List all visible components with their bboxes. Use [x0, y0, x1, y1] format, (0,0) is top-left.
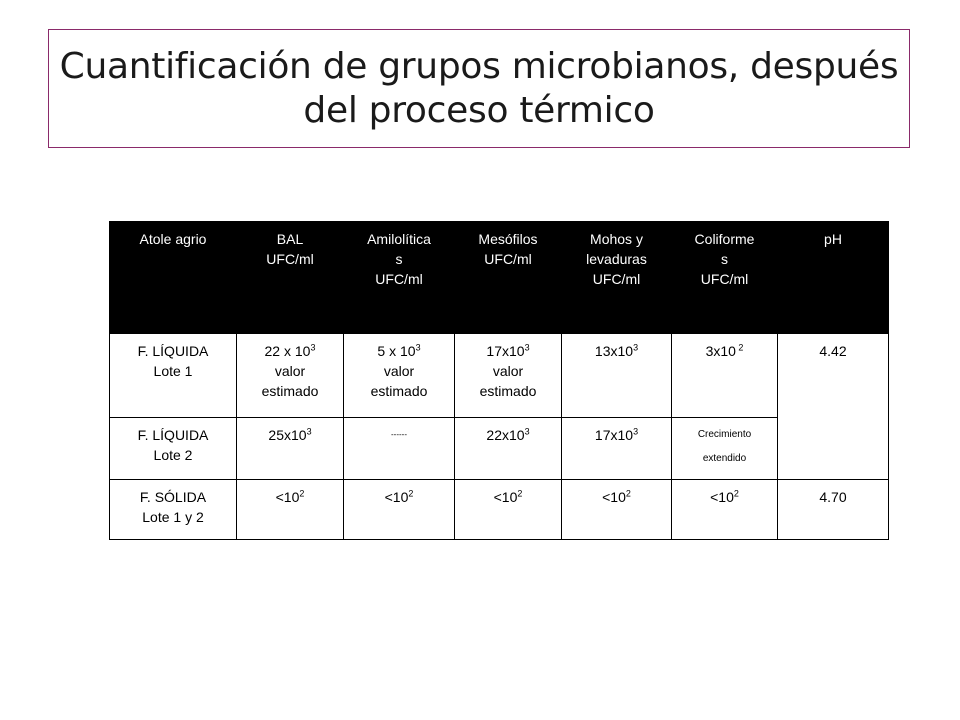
value-text: <10 — [384, 489, 409, 505]
exponent: 2 — [517, 488, 523, 499]
header-text: BAL — [276, 231, 304, 247]
exponent: 3 — [524, 426, 530, 437]
value-text: 5 x 10 — [377, 343, 416, 359]
exponent: 2 — [735, 342, 744, 353]
exponent: 3 — [524, 342, 530, 353]
note-text: estimado — [479, 383, 537, 399]
header-text: Amilolítica — [367, 231, 431, 247]
header-row: Atole agrio BAL UFC/ml Amilolítica s UFC… — [109, 221, 889, 334]
exponent: 3 — [633, 426, 639, 437]
header-text: s — [395, 251, 403, 267]
row-label-cell: F. LÍQUIDA Lote 1 — [109, 333, 237, 418]
note-text: valor — [383, 363, 415, 379]
exponent: 3 — [633, 342, 639, 353]
header-text: UFC/ml — [266, 251, 314, 267]
value-text: 22x10 — [486, 427, 525, 443]
exponent: 3 — [310, 342, 316, 353]
exponent: 2 — [408, 488, 414, 499]
exponent: 2 — [299, 488, 305, 499]
cell-bal: 22 x 103 valor estimado — [236, 333, 344, 418]
header-text: UFC/ml — [592, 271, 641, 287]
value-text: <10 — [602, 489, 626, 505]
header-text: Coliforme — [694, 231, 755, 247]
row-label-cell: F. LÍQUIDA Lote 2 — [109, 417, 237, 480]
cell-amiloliticas: 5 x 103 valor estimado — [343, 333, 455, 418]
title-line-1: Cuantificación de grupos microbianos, de… — [59, 45, 899, 87]
header-text: pH — [824, 231, 842, 247]
header-amiloliticas: Amilolítica s UFC/ml — [343, 221, 455, 334]
cell-bal: <102 — [236, 479, 344, 540]
cell-amiloliticas: <102 — [343, 479, 455, 540]
value-text: extendido — [702, 453, 747, 464]
value-text: 3x10 — [705, 343, 736, 359]
header-ph: pH — [777, 221, 889, 334]
row-label: Lote 2 — [153, 447, 193, 463]
value-text: 13x10 — [594, 343, 634, 359]
value-text: 17x10 — [594, 427, 634, 443]
value-text: <10 — [710, 489, 734, 505]
cell-mesofilos: 17x103 valor estimado — [454, 333, 562, 418]
microbial-table: Atole agrio BAL UFC/ml Amilolítica s UFC… — [109, 221, 889, 540]
value-text: 4.42 — [819, 343, 847, 359]
cell-ph: 4.42 — [777, 333, 889, 480]
exponent: 2 — [733, 488, 739, 499]
header-mohos-levaduras: Mohos y levaduras UFC/ml — [561, 221, 672, 334]
title-line-2: del proceso térmico — [303, 89, 655, 131]
note-text: valor — [274, 363, 306, 379]
cell-mesofilos: 22x103 — [454, 417, 562, 480]
value-text: 4.70 — [819, 489, 847, 505]
slide-title: Cuantificación de grupos microbianos, de… — [60, 45, 899, 133]
cell-ph: 4.70 — [777, 479, 889, 540]
value-text: Crecimiento — [697, 429, 752, 440]
row-label: F. SÓLIDA — [139, 489, 207, 505]
cell-mesofilos: <102 — [454, 479, 562, 540]
header-text: levaduras — [586, 251, 647, 267]
row-label-cell: F. SÓLIDA Lote 1 y 2 — [109, 479, 237, 540]
table-row: F. LÍQUIDA Lote 1 22 x 103 valor estimad… — [109, 333, 889, 480]
title-box: Cuantificación de grupos microbianos, de… — [48, 29, 910, 148]
row-label: Lote 1 — [153, 363, 193, 379]
header-atole-agrio: Atole agrio — [109, 221, 237, 334]
header-text: s — [721, 251, 728, 267]
note-text: valor — [492, 363, 524, 379]
header-bal: BAL UFC/ml — [236, 221, 344, 334]
header-text: Atole agrio — [139, 231, 207, 247]
table-row: F. SÓLIDA Lote 1 y 2 <102 <102 <102 <102… — [109, 479, 889, 540]
cell-coliformes: Crecimiento extendido — [671, 417, 778, 480]
exponent: 2 — [625, 488, 631, 499]
row-label: Lote 1 y 2 — [142, 509, 204, 525]
header-mesofilos: Mesófilos UFC/ml — [454, 221, 562, 334]
header-coliformes: Coliforme s UFC/ml — [671, 221, 778, 334]
row-label: F. LÍQUIDA — [137, 427, 209, 443]
header-text: UFC/ml — [700, 271, 749, 287]
value-text: 22 x 10 — [264, 343, 311, 359]
value-text: ------ — [391, 430, 407, 439]
cell-coliformes: 3x10 2 — [671, 333, 778, 418]
cell-amiloliticas: ------ — [343, 417, 455, 480]
value-text: <10 — [275, 489, 300, 505]
header-text: UFC/ml — [484, 251, 532, 267]
table-row: F. LÍQUIDA Lote 2 25x103 ------ 22x103 1… — [109, 417, 889, 480]
cell-mohos-levaduras: 17x103 — [561, 417, 672, 480]
cell-bal: 25x103 — [236, 417, 344, 480]
note-text: estimado — [370, 383, 428, 399]
header-text: UFC/ml — [375, 271, 423, 287]
value-text: <10 — [493, 489, 518, 505]
value-text: 17x10 — [486, 343, 525, 359]
note-text: estimado — [261, 383, 319, 399]
header-text: Mesófilos — [478, 231, 538, 247]
exponent: 3 — [415, 342, 421, 353]
exponent: 3 — [306, 426, 312, 437]
value-text: 25x10 — [268, 427, 307, 443]
row-label: F. LÍQUIDA — [137, 343, 209, 359]
header-text: Mohos y — [590, 231, 643, 247]
cell-mohos-levaduras: 13x103 — [561, 333, 672, 418]
cell-mohos-levaduras: <102 — [561, 479, 672, 540]
cell-coliformes: <102 — [671, 479, 778, 540]
